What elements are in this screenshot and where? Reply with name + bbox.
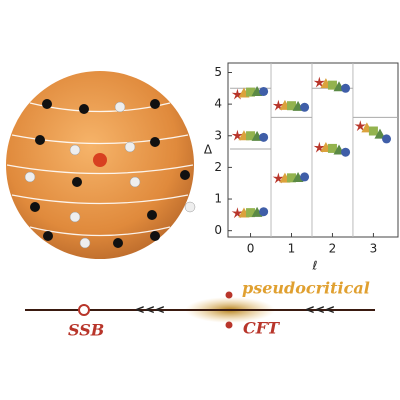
marker xyxy=(341,83,351,93)
marker xyxy=(292,172,304,183)
marker xyxy=(286,173,296,183)
marker xyxy=(286,101,296,111)
y-tick-label: 2 xyxy=(214,160,222,174)
marker xyxy=(246,208,256,218)
svg-text:<<<: <<< xyxy=(305,303,335,317)
marker xyxy=(259,207,269,217)
y-tick-label: 0 xyxy=(214,223,222,237)
marker xyxy=(259,132,269,142)
marker xyxy=(231,88,244,100)
svg-text:<<<: <<< xyxy=(135,303,165,317)
marker xyxy=(231,207,244,219)
marker xyxy=(327,80,337,90)
y-axis-label: Δ xyxy=(204,143,213,157)
y-tick-label: 1 xyxy=(214,192,222,206)
pseudocritical-label: pseudocritical xyxy=(242,279,370,298)
marker xyxy=(354,120,367,132)
x-tick-label: 2 xyxy=(329,242,337,256)
x-tick-label: 3 xyxy=(370,242,378,256)
x-tick-label: 0 xyxy=(247,242,255,256)
flow-diagram: <<< <<< pseudocritical SSB CFT xyxy=(25,279,375,340)
marker xyxy=(327,143,337,153)
marker xyxy=(313,141,326,153)
y-tick-label: 3 xyxy=(214,128,222,142)
y-tick-label: 5 xyxy=(214,65,222,79)
marker xyxy=(313,76,326,88)
y-tick-label: 4 xyxy=(214,97,222,111)
marker xyxy=(272,172,285,184)
marker xyxy=(246,131,256,141)
marker xyxy=(341,147,351,157)
marker xyxy=(231,129,244,141)
marker xyxy=(251,206,263,217)
marker xyxy=(368,126,378,136)
marker xyxy=(259,86,269,96)
marker xyxy=(382,134,392,144)
ssb-label: SSB xyxy=(68,321,104,340)
marker xyxy=(300,172,310,182)
plot-frame xyxy=(227,62,399,238)
marker xyxy=(374,128,386,139)
cft-label: CFT xyxy=(243,319,280,338)
x-tick-label: 1 xyxy=(288,242,296,256)
marker xyxy=(272,99,285,111)
x-axis-label: ℓ xyxy=(312,259,318,273)
marker xyxy=(246,87,256,97)
sphere xyxy=(6,71,196,259)
plot: Δ ℓ 0 1 2 3 4 5 0 1 2 3 xyxy=(204,62,399,273)
marker xyxy=(300,102,310,112)
